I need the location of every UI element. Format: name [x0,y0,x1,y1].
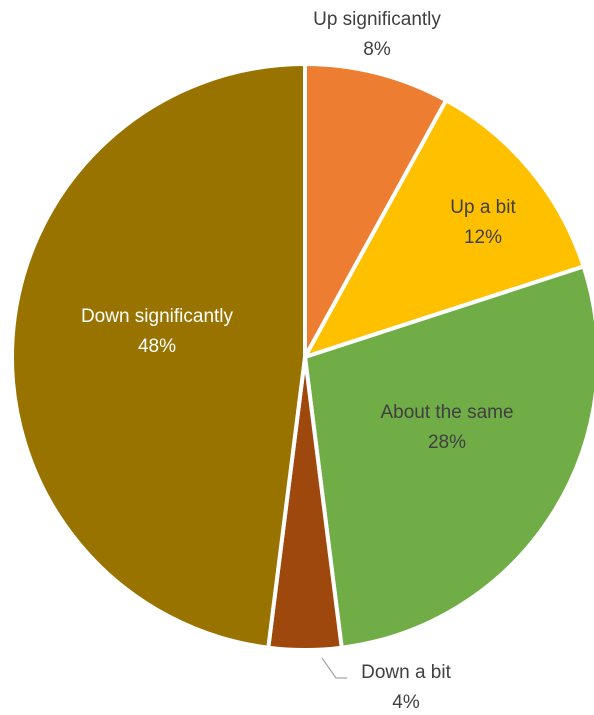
slice-value-down-a-bit: 4% [392,692,420,713]
slice-value-up-significantly: 8% [363,39,391,60]
slice-down-significantly [10,62,307,650]
pie-slices [10,62,594,652]
slice-up-significantly [303,62,449,359]
data-labels: Up significantly 8% Up a bit 12% About the s… [81,9,516,713]
slice-label-down-a-bit: Down a bit [361,662,451,683]
slice-value-up-a-bit: 12% [464,227,502,248]
slice-label-up-significantly: Up significantly [313,9,441,30]
slice-value-about-the-same: 28% [428,432,466,453]
slice-label-down-significantly: Down significantly [81,306,234,327]
slice-about-the-same [303,264,594,650]
slice-value-down-significantly: 48% [138,336,176,357]
leader-line-down-a-bit [321,657,347,679]
slice-label-about-the-same: About the same [380,402,513,423]
slice-up-a-bit [303,98,586,359]
leader-lines [321,657,347,679]
slice-label-up-a-bit: Up a bit [450,197,516,218]
